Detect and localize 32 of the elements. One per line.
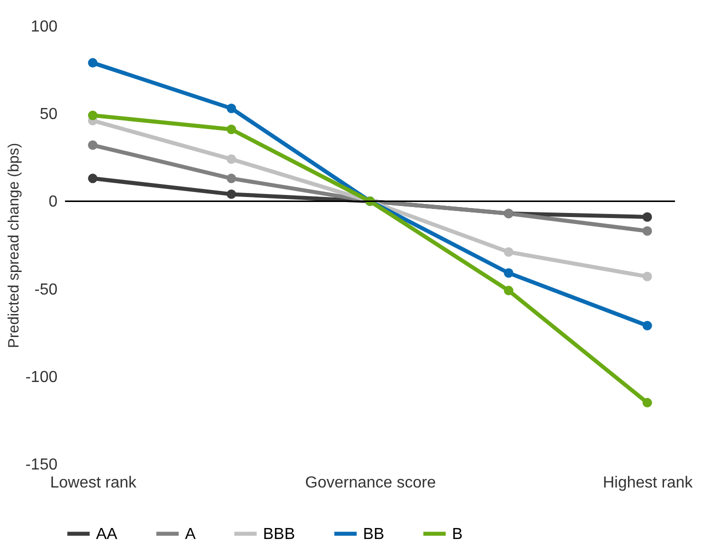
y-tick-label: -100 (25, 368, 58, 386)
legend-label: AA (96, 526, 118, 543)
point (88, 140, 98, 150)
point (504, 286, 514, 296)
point (642, 398, 652, 408)
y-tick-label: 100 (30, 18, 58, 36)
point (642, 226, 652, 236)
x-tick-label: Governance score (305, 474, 436, 492)
point (226, 174, 236, 184)
point (642, 212, 652, 222)
legend-label: A (185, 526, 196, 543)
point (642, 272, 652, 282)
y-axis-title: Predicted spread change (bps) (5, 142, 22, 348)
point (88, 58, 98, 68)
point (226, 104, 236, 114)
y-tick-label: -50 (34, 281, 58, 298)
legend-label: BB (363, 526, 384, 543)
y-tick-label: -150 (25, 456, 58, 474)
y-tick-label: 0 (48, 194, 58, 211)
x-tick-label: Lowest rank (50, 474, 138, 492)
point (504, 247, 514, 257)
legend-label: B (452, 526, 463, 543)
point (504, 268, 514, 278)
point (226, 189, 236, 199)
point (642, 320, 652, 330)
point (226, 154, 236, 164)
legend-label: BBB (263, 526, 296, 543)
point (226, 124, 236, 134)
y-tick-label: 50 (40, 106, 58, 124)
x-tick-label: Highest rank (602, 474, 694, 492)
point (88, 110, 98, 120)
point (88, 174, 98, 184)
